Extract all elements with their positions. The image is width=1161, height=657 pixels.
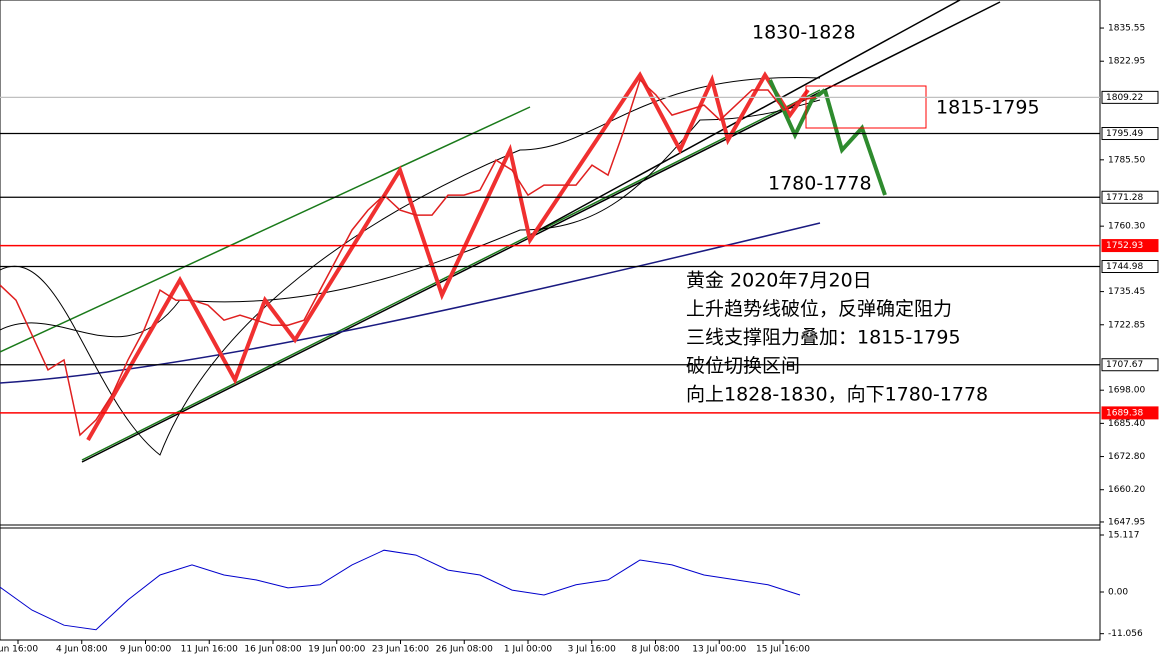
- y-tick-label: 1785.50: [1108, 155, 1145, 165]
- x-tick-label: 9 Jun 00:00: [120, 645, 172, 655]
- level-box: [1101, 190, 1159, 204]
- trend-line: [81, 1, 1001, 463]
- level-box: [1101, 358, 1159, 372]
- level-label: 1771.28: [1106, 193, 1143, 203]
- level-label: 1689.38: [1106, 408, 1143, 418]
- y-tick-label: 1698.00: [1108, 386, 1145, 396]
- y-tick-label: 1685.40: [1108, 419, 1145, 429]
- x-tick-label: 23 Jun 16:00: [372, 645, 429, 655]
- y-tick-label: 1735.45: [1108, 287, 1145, 297]
- y-tick-label: 1672.80: [1108, 452, 1145, 462]
- resistance-box: [805, 85, 927, 129]
- note: 破位切换区间: [686, 355, 800, 377]
- level-label: 1752.93: [1106, 241, 1143, 251]
- y-tick-label: 1647.95: [1108, 517, 1145, 527]
- annotation: 1815-1795: [936, 97, 1040, 119]
- level-box: [1101, 406, 1159, 420]
- x-tick-label: 11 Jun 16:00: [181, 645, 238, 655]
- note: 上升趋势线破位，反弹确定阻力: [686, 298, 952, 320]
- channel-line: [0, 106, 531, 353]
- x-tick-label: 8 Jul 08:00: [631, 645, 680, 655]
- note: 黄金 2020年7月20日: [686, 270, 872, 292]
- level-box: [1101, 90, 1159, 104]
- macd-line: [0, 549, 801, 631]
- note: 三线支撑阻力叠加：1815-1795: [686, 327, 961, 349]
- x-tick-label: 26 Jun 08:00: [436, 645, 493, 655]
- x-tick-label: 4 Jun 08:00: [56, 645, 108, 655]
- note: 向上1828-1830，向下1780-1778: [686, 384, 988, 406]
- plot-frame: [0, 0, 1101, 641]
- bollinger-band: [0, 76, 821, 456]
- x-tick-label: un 16:00: [0, 645, 38, 655]
- bollinger-band: [0, 99, 821, 338]
- y-tick-label: 1760.30: [1108, 222, 1145, 232]
- level-label: 1809.22: [1106, 93, 1143, 103]
- x-tick-label: 3 Jul 16:00: [568, 645, 617, 655]
- level-label: 1744.98: [1106, 262, 1143, 272]
- y-tick-label: 1822.95: [1108, 57, 1145, 67]
- x-tick-label: 1 Jul 00:00: [504, 645, 553, 655]
- x-tick-label: 16 Jun 08:00: [244, 645, 301, 655]
- y2-tick-label: 15.117: [1108, 531, 1140, 541]
- annotation: 1830-1828: [752, 22, 856, 44]
- x-tick-label: 15 Jul 16:00: [756, 645, 810, 655]
- x-tick-label: 19 Jun 00:00: [308, 645, 365, 655]
- level-box: [1101, 239, 1159, 253]
- x-tick-label: 13 Jul 00:00: [692, 645, 746, 655]
- y2-tick-label: -11.056: [1108, 629, 1143, 639]
- y-tick-label: 1660.20: [1108, 485, 1145, 495]
- price-line: [0, 78, 817, 437]
- level-box: [1101, 127, 1159, 141]
- level-box: [1101, 260, 1159, 274]
- y-tick-label: 1835.55: [1108, 24, 1145, 34]
- moving-average: [0, 222, 821, 384]
- annotation: 1780-1778: [768, 173, 872, 195]
- zigzag: [86, 71, 810, 441]
- level-label: 1795.49: [1106, 129, 1143, 139]
- level-label: 1707.67: [1106, 360, 1143, 370]
- y-tick-label: 1722.85: [1108, 320, 1145, 330]
- y2-tick-label: 0.00: [1108, 588, 1128, 598]
